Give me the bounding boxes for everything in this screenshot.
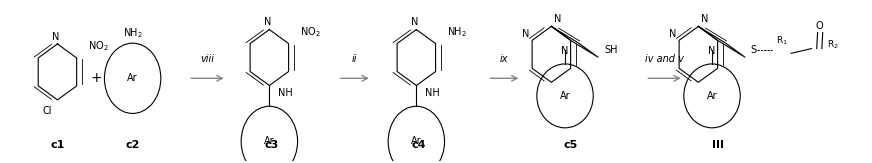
Text: III: III	[712, 140, 724, 150]
Text: NO$_2$: NO$_2$	[88, 39, 108, 53]
Text: NO$_2$: NO$_2$	[300, 25, 320, 39]
Text: c2: c2	[126, 140, 140, 150]
Text: Ar: Ar	[706, 91, 718, 101]
Text: Ar: Ar	[560, 91, 570, 101]
Text: SH: SH	[605, 45, 618, 55]
Text: Ar: Ar	[264, 136, 275, 146]
Text: N: N	[554, 15, 561, 24]
Text: viii: viii	[201, 54, 215, 64]
Text: N: N	[52, 32, 59, 42]
Text: c4: c4	[412, 140, 426, 150]
Text: R$_1$: R$_1$	[776, 34, 787, 47]
Text: ix: ix	[501, 54, 508, 64]
Text: Cl: Cl	[43, 106, 52, 116]
Text: N: N	[562, 46, 569, 56]
Text: NH: NH	[425, 88, 439, 98]
Text: NH$_2$: NH$_2$	[447, 25, 467, 39]
Text: +: +	[90, 71, 102, 85]
Text: N: N	[708, 46, 716, 56]
Text: O: O	[815, 21, 823, 31]
Text: N: N	[522, 29, 529, 39]
Text: NH: NH	[278, 88, 293, 98]
Text: N: N	[700, 15, 708, 24]
Text: N: N	[411, 17, 419, 27]
Text: NH$_2$: NH$_2$	[123, 26, 143, 40]
Text: R$_2$: R$_2$	[827, 38, 839, 51]
Text: S: S	[750, 45, 756, 55]
Text: Ar: Ar	[411, 136, 422, 146]
Text: c1: c1	[51, 140, 65, 150]
Text: N: N	[264, 17, 271, 27]
Text: iv and v: iv and v	[645, 54, 684, 64]
Text: c3: c3	[265, 140, 279, 150]
Text: c5: c5	[564, 140, 578, 150]
Text: N: N	[669, 29, 677, 39]
Text: ii: ii	[352, 54, 358, 64]
Text: Ar: Ar	[127, 73, 138, 83]
